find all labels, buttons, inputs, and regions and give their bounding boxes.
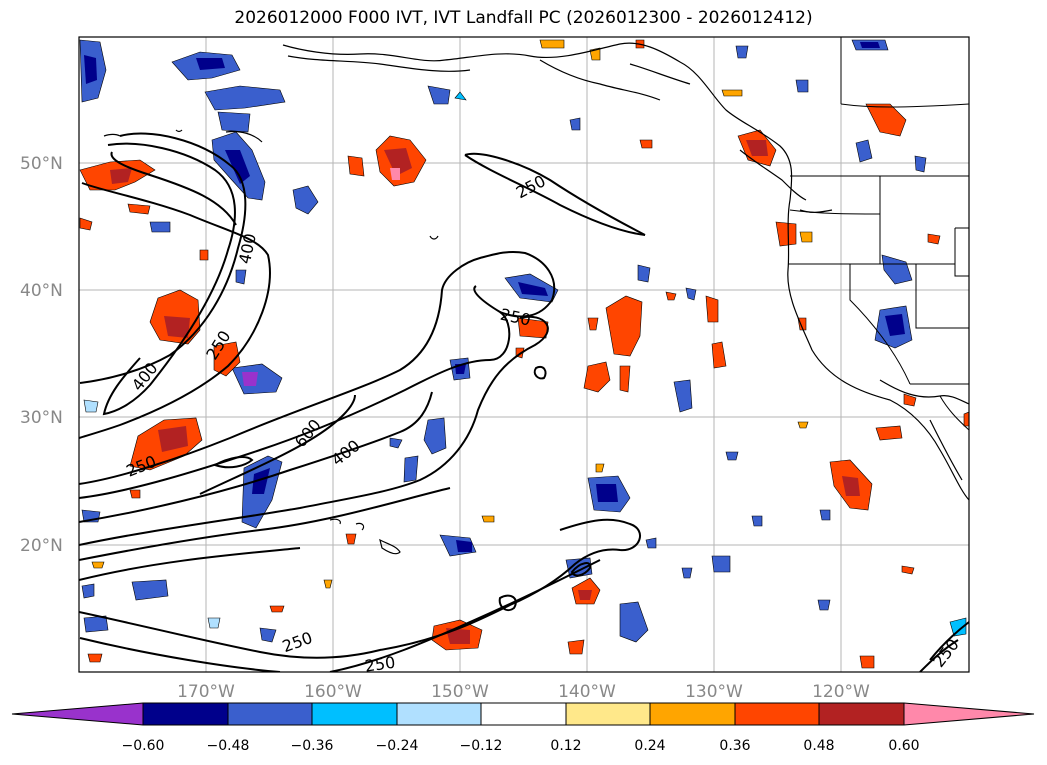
colorbar-segment <box>566 703 650 725</box>
colorbar-tick-label: −0.36 <box>291 738 334 754</box>
lat-label-20n: 20°N <box>20 536 63 556</box>
lat-label-50n: 50°N <box>20 154 63 174</box>
lon-label-140w: 140°W <box>558 682 616 702</box>
colorbar-tick-label: −0.60 <box>122 738 165 754</box>
colorbar-tick-label: 0.36 <box>719 738 750 754</box>
lon-label-160w: 160°W <box>304 682 362 702</box>
colorbar-segment <box>650 703 735 725</box>
colorbar-extend-right <box>904 703 1034 725</box>
political-boundaries <box>788 37 969 431</box>
colorbar-tick-label: 0.24 <box>634 738 665 754</box>
colorbar-segment <box>735 703 819 725</box>
colorbar-segment <box>819 703 904 725</box>
contour-labels: 250 250 250 250 250 250 400 400 400 600 … <box>123 171 962 676</box>
latitude-labels: 50°N 40°N 30°N 20°N <box>20 154 63 556</box>
colorbar-tick-label: 0.48 <box>803 738 834 754</box>
colorbar-segment <box>312 703 397 725</box>
lon-label-150w: 150°W <box>431 682 489 702</box>
ivt-contours <box>79 132 969 672</box>
negative-pc-patches <box>79 39 967 643</box>
colorbar-tick-label: −0.48 <box>207 738 250 754</box>
positive-pc-patches <box>79 39 969 669</box>
colorbar-segment <box>228 703 312 725</box>
lon-label-170w: 170°W <box>177 682 235 702</box>
map-title: 2026012000 F000 IVT, IVT Landfall PC (20… <box>234 8 813 28</box>
colorbar-tick-label: −0.24 <box>376 738 419 754</box>
longitude-labels: 170°W 160°W 150°W 140°W 130°W 120°W <box>177 682 870 702</box>
contour-label: 250 <box>364 653 397 676</box>
colorbar-tick-label: 0.60 <box>888 738 919 754</box>
colorbar-segment <box>481 703 566 725</box>
lon-label-130w: 130°W <box>685 682 743 702</box>
colorbar-tick-label: 0.12 <box>550 738 581 754</box>
gridlines <box>79 37 969 672</box>
colorbar-extend-left <box>12 703 143 725</box>
colorbar-segment <box>143 703 228 725</box>
coastlines <box>103 42 969 555</box>
colorbar: −0.60 −0.48 −0.36 −0.24 −0.12 0.12 0.24 … <box>11 702 1035 754</box>
lat-label-30n: 30°N <box>20 408 63 428</box>
lon-label-120w: 120°W <box>812 682 870 702</box>
colorbar-tick-label: −0.12 <box>460 738 503 754</box>
lat-label-40n: 40°N <box>20 281 63 301</box>
colorbar-segment <box>397 703 481 725</box>
